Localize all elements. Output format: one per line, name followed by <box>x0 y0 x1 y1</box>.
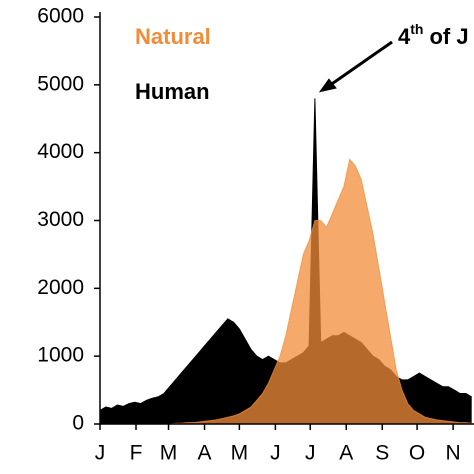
x-tick-label: N <box>446 442 461 465</box>
x-tick-label: F <box>130 442 143 465</box>
x-tick-label: A <box>339 442 353 465</box>
area <box>100 159 472 424</box>
annotation-number: 4 <box>398 24 411 49</box>
x-tick-label: J <box>270 442 281 465</box>
annotation-rest: of J <box>429 24 468 49</box>
x-tick-label: S <box>375 442 389 465</box>
annotation: 4th of J <box>318 21 469 93</box>
y-tick-label: 6000 <box>37 5 84 28</box>
legend-natural: Natural <box>135 24 211 49</box>
annotation-sup: th <box>410 21 423 37</box>
arrow-head <box>318 78 337 93</box>
x-tick-label: J <box>305 442 316 465</box>
x-tick-label: M <box>231 442 249 465</box>
x-tick-label: M <box>160 442 178 465</box>
x-tick-label: J <box>95 442 106 465</box>
x-tick-label: A <box>198 442 212 465</box>
annotation-text: 4th of J <box>398 21 469 49</box>
y-tick-label: 3000 <box>37 208 84 231</box>
y-tick-label: 2000 <box>37 276 84 299</box>
annotation-arrow <box>326 40 393 89</box>
y-tick-label: 4000 <box>37 140 84 163</box>
y-tick-label: 5000 <box>37 72 84 95</box>
legend-human: Human <box>135 79 210 104</box>
y-tick-label: 0 <box>72 412 84 435</box>
area <box>100 98 472 425</box>
x-tick-label: O <box>409 442 425 465</box>
y-tick-label: 1000 <box>37 344 84 367</box>
